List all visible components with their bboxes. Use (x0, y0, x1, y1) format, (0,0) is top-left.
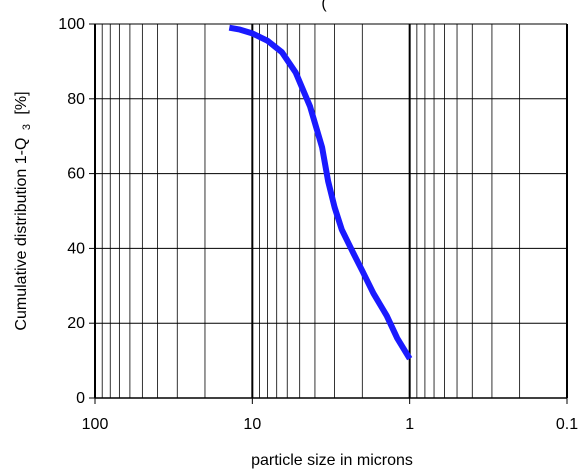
y-tick-label: 60 (67, 166, 85, 183)
y-axis-title-subscript: 3 (21, 124, 33, 130)
x-axis-title: particle size in microns (251, 452, 413, 469)
y-axis-title-unit: [%] (13, 91, 30, 114)
y-tick-label: 40 (67, 240, 85, 257)
y-tick-label: 80 (67, 91, 85, 108)
axes-layer (89, 23, 568, 404)
chart-title: ( (321, 0, 327, 12)
y-axis-title: Cumulative distribution 1-Q 3 [%] (13, 91, 34, 330)
series-layer (228, 24, 413, 361)
grid-layer (94, 23, 568, 399)
x-tick-label: 1 (405, 416, 414, 433)
labels-layer: ( particle size in microns Cumulative di… (13, 0, 578, 469)
y-tick-label: 20 (67, 315, 85, 332)
y-tick-label: 0 (76, 390, 85, 407)
x-tick-label: 10 (243, 416, 261, 433)
x-tick-label: 100 (82, 416, 109, 433)
x-tick-label: 0.1 (556, 416, 578, 433)
y-tick-label: 100 (58, 16, 85, 33)
series-line (228, 24, 413, 361)
y-axis-title-main: Cumulative distribution 1-Q (13, 138, 30, 331)
